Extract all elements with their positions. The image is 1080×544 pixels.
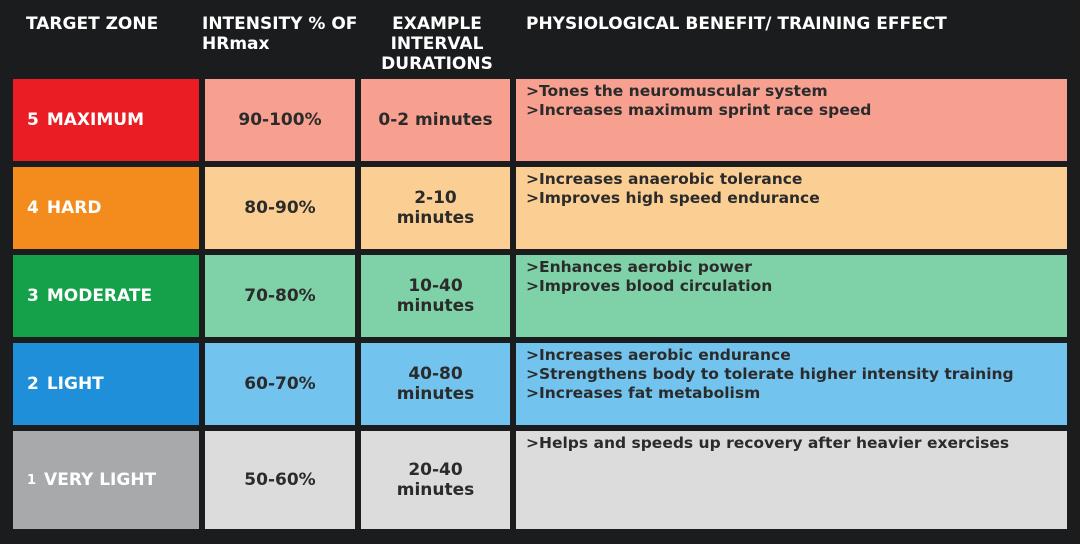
header-intensity: INTENSITY % OF HRmax	[202, 14, 358, 54]
benefit-item: >Increases aerobic endurance	[526, 346, 791, 364]
zone-number: 4	[27, 198, 39, 218]
duration-text: 10-40 minutes	[396, 276, 475, 316]
duration-cell: 2-10 minutes	[361, 167, 510, 249]
zone-number: 3	[27, 286, 39, 306]
benefits-cell: >Increases aerobic endurance >Strengthens…	[516, 343, 1067, 425]
duration-cell: 0-2 minutes	[361, 79, 510, 161]
benefit-item: >Enhances aerobic power	[526, 258, 752, 276]
zone-row: 3 MODERATE 70-80% 10-40 minutes >Enhances ae…	[13, 255, 1067, 337]
intensity-cell: 60-70%	[205, 343, 355, 425]
benefit-item: >Improves high speed endurance	[526, 189, 820, 207]
zone-number: 2	[27, 374, 39, 394]
zone-label-cell: 2 LIGHT	[13, 343, 199, 425]
benefits-cell: >Enhances aerobic power >Improves blood c…	[516, 255, 1067, 337]
benefit-item: >Increases fat metabolism	[526, 384, 761, 402]
zone-label-cell: 1 VERY LIGHT	[13, 431, 199, 529]
duration-text: 20-40 minutes	[396, 460, 475, 500]
benefit-item: >Improves blood circulation	[526, 277, 773, 295]
intensity-cell: 50-60%	[205, 431, 355, 529]
zone-name: VERY LIGHT	[44, 470, 157, 490]
zone-row: 1 VERY LIGHT 50-60% 20-40 minutes >Helps and…	[13, 431, 1067, 529]
header-target-zone: TARGET ZONE	[26, 14, 159, 34]
duration-text: 0-2 minutes	[378, 110, 493, 130]
zone-row: 2 LIGHT 60-70% 40-80 minutes >Increases aero…	[13, 343, 1067, 425]
duration-text: 2-10 minutes	[396, 188, 475, 228]
duration-text: 40-80 minutes	[396, 364, 475, 404]
zone-label-cell: 3 MODERATE	[13, 255, 199, 337]
zone-name: MODERATE	[46, 286, 153, 306]
zone-row: 5 MAXIMUM 90-100% 0-2 minutes >Tones the neu…	[13, 79, 1067, 161]
duration-cell: 40-80 minutes	[361, 343, 510, 425]
duration-cell: 20-40 minutes	[361, 431, 510, 529]
intensity-cell: 80-90%	[205, 167, 355, 249]
zone-label-cell: 4 HARD	[13, 167, 199, 249]
header-duration: EXAMPLE INTERVAL DURATIONS	[381, 14, 493, 74]
benefits-cell: >Helps and speeds up recovery after heav…	[516, 431, 1067, 529]
zone-name: HARD	[46, 198, 102, 218]
duration-cell: 10-40 minutes	[361, 255, 510, 337]
intensity-cell: 70-80%	[205, 255, 355, 337]
zone-name: LIGHT	[46, 374, 104, 394]
intensity-cell: 90-100%	[205, 79, 355, 161]
zone-number: 1	[27, 472, 37, 488]
benefits-cell: >Tones the neuromuscular system >Increase…	[516, 79, 1067, 161]
zone-number: 5	[27, 110, 39, 130]
benefit-item: >Strengthens body to tolerate higher int…	[526, 365, 1014, 383]
zone-row: 4 HARD 80-90% 2-10 minutes >Increases anaero…	[13, 167, 1067, 249]
benefit-item: >Tones the neuromuscular system	[526, 82, 828, 100]
benefits-cell: >Increases anaerobic tolerance >Improves …	[516, 167, 1067, 249]
header-benefit: PHYSIOLOGICAL BENEFIT/ TRAINING EFFECT	[526, 14, 947, 34]
zone-name: MAXIMUM	[46, 110, 144, 130]
benefit-item: >Increases anaerobic tolerance	[526, 170, 803, 188]
zone-label-cell: 5 MAXIMUM	[13, 79, 199, 161]
benefit-item: >Helps and speeds up recovery after heav…	[526, 434, 1010, 452]
benefit-item: >Increases maximum sprint race speed	[526, 101, 872, 119]
